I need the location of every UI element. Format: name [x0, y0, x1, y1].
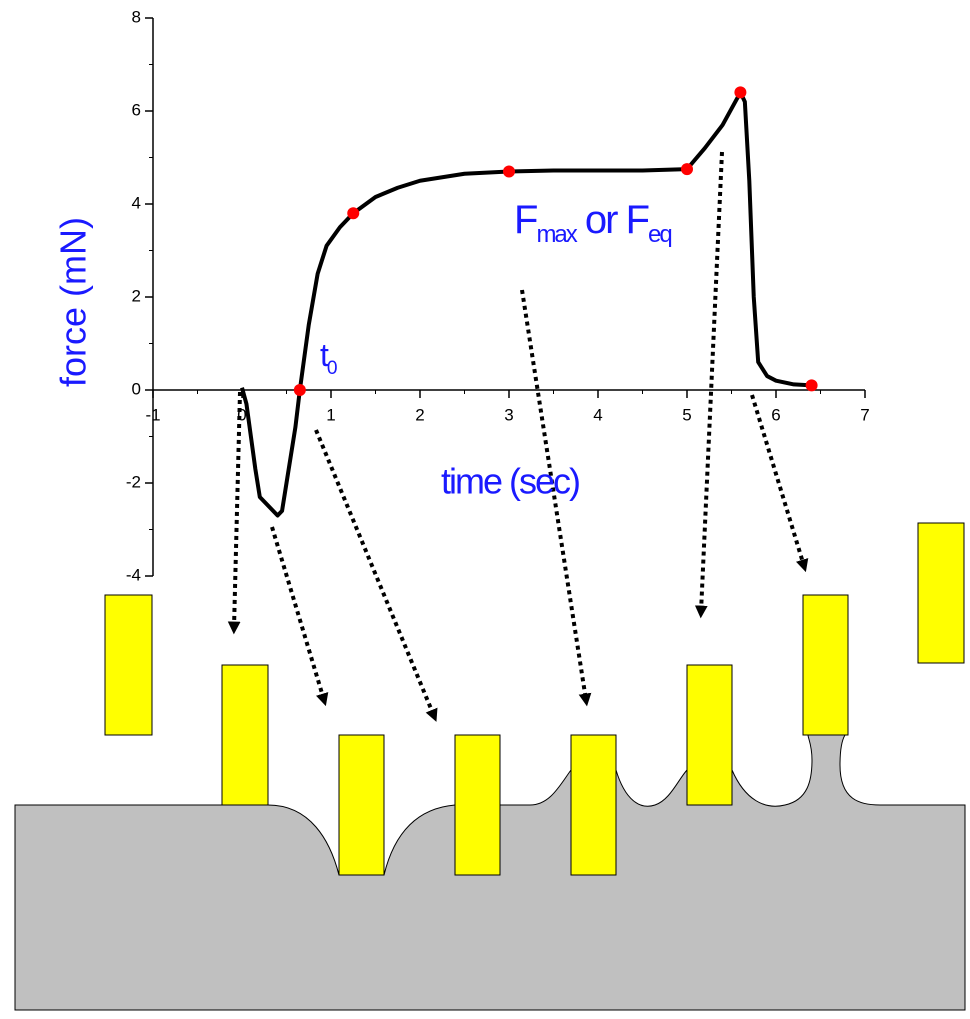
key-point: [503, 165, 515, 178]
force-curve: [240, 90, 812, 518]
annotation: t0: [320, 337, 337, 379]
arrow: [750, 394, 809, 573]
key-point: [805, 379, 818, 392]
annotation-text: F: [514, 198, 537, 242]
y-tick-label: -2: [126, 472, 141, 491]
y-tick-label: -4: [126, 565, 141, 584]
key-point: [347, 207, 360, 220]
probe: [338, 734, 385, 876]
key-point: [293, 384, 306, 396]
x-tick-label: -1: [145, 405, 160, 424]
key-point: [734, 86, 747, 99]
annotation-text: or F: [576, 198, 649, 242]
annotation-text: t: [320, 337, 329, 373]
x-tick-label: 3: [504, 405, 513, 424]
y-tick-label: 6: [132, 100, 141, 119]
probe: [917, 522, 965, 664]
y-tick-label: 2: [132, 286, 141, 305]
x-axis-label: time (sec): [441, 461, 579, 502]
x-tick-label: 1: [326, 405, 335, 424]
arrow: [270, 526, 329, 707]
x-tick-label: 5: [682, 405, 691, 424]
y-axis-label: force (mN): [53, 217, 94, 387]
annotation-subscript: max: [536, 221, 577, 248]
x-tick-label: 4: [593, 405, 602, 424]
probe: [454, 734, 501, 876]
arrow: [520, 289, 592, 707]
probe: [104, 594, 153, 736]
annotation: Fmax or Feq: [514, 198, 671, 249]
arrow: [314, 429, 438, 722]
probe: [570, 734, 617, 876]
x-tick-label: 7: [860, 405, 869, 424]
arrow: [694, 151, 724, 619]
y-tick-label: 8: [132, 7, 141, 26]
y-tick-label: 4: [132, 193, 141, 212]
annotation-subscript: 0: [327, 358, 337, 379]
x-tick-label: 6: [771, 405, 780, 424]
annotation-subscript: eq: [648, 221, 671, 248]
diagram: [14, 151, 966, 1011]
probe: [686, 664, 733, 806]
key-point: [681, 163, 693, 176]
probe: [221, 664, 269, 806]
arrow: [227, 391, 242, 635]
probe: [802, 594, 849, 736]
x-tick-label: 0: [237, 405, 246, 424]
y-tick-label: 0: [132, 379, 141, 398]
x-tick-label: 2: [415, 405, 424, 424]
